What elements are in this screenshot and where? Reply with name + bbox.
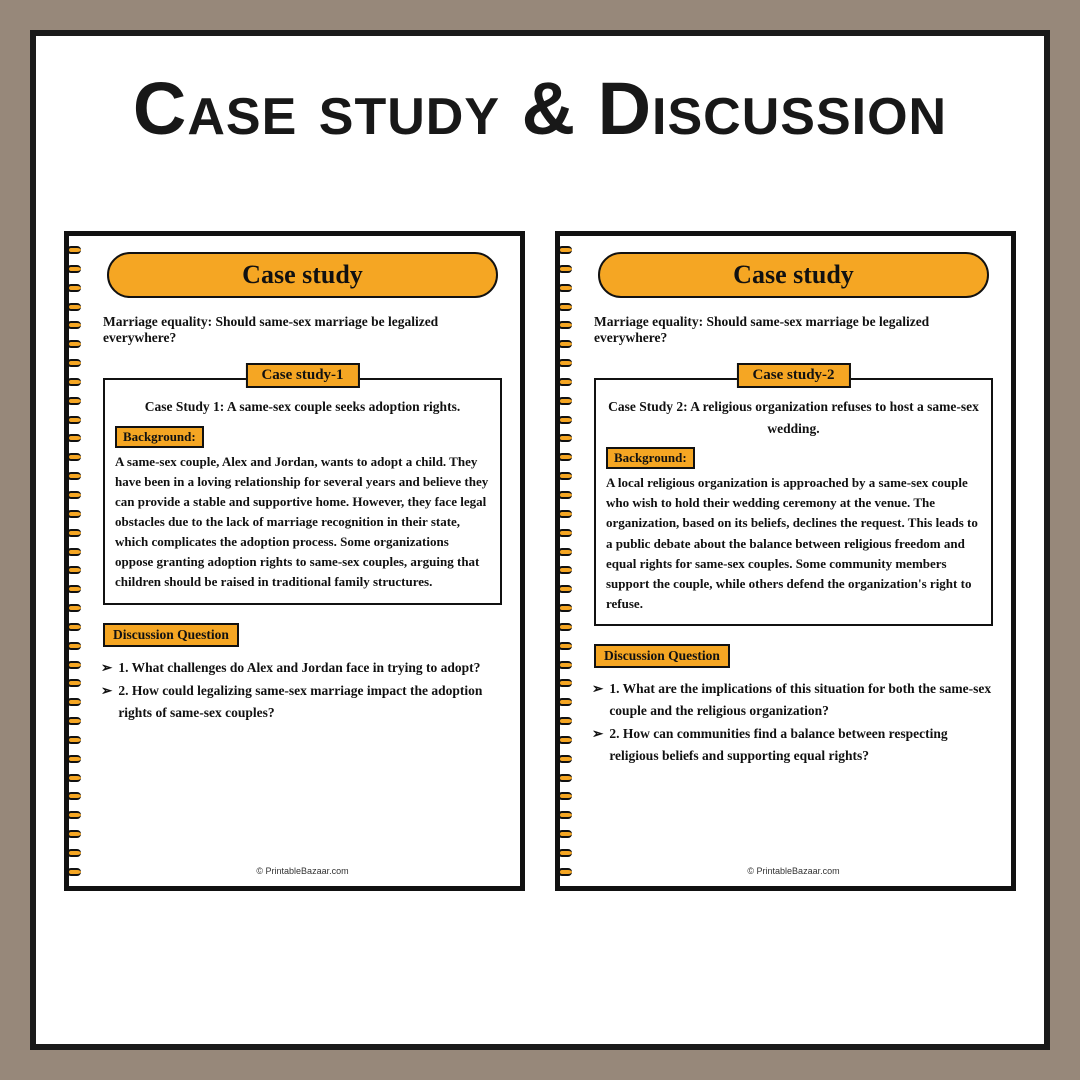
worksheet-page-2: Case study Marriage equality: Should sam… [555, 231, 1016, 891]
case-title: Case Study 1: A same-sex couple seeks ad… [115, 396, 490, 418]
background-label: Background: [606, 447, 695, 469]
page-title-pill: Case study [598, 252, 989, 298]
background-text: A same-sex couple, Alex and Jordan, want… [115, 452, 490, 593]
page-subtitle: Marriage equality: Should same-sex marri… [103, 314, 502, 346]
page-footer: © PrintableBazaar.com [99, 866, 506, 876]
bullet-arrow-icon: ➢ [101, 657, 112, 679]
list-item: ➢2. How can communities find a balance b… [592, 723, 993, 766]
list-item: ➢ 1. What challenges do Alex and Jordan f… [101, 657, 502, 679]
case-tab: Case study-2 [736, 363, 850, 388]
case-box: Case study-1 Case Study 1: A same-sex co… [103, 378, 502, 605]
question-text: 1. What challenges do Alex and Jordan fa… [118, 657, 480, 679]
spiral-binding [558, 246, 580, 876]
bullet-arrow-icon: ➢ [101, 680, 112, 723]
question-list: ➢ 1. What challenges do Alex and Jordan f… [99, 657, 506, 726]
discussion-question-label: Discussion Question [103, 623, 239, 647]
page-footer: © PrintableBazaar.com [590, 866, 997, 876]
case-tab: Case study-1 [245, 363, 359, 388]
pages-row: Case study Marriage equality: Should sam… [64, 231, 1016, 891]
discussion-question-label: Discussion Question [594, 644, 730, 668]
list-item: ➢2. How could legalizing same-sex marria… [101, 680, 502, 723]
outer-frame: Case study & Discussion Case study Marri… [30, 30, 1050, 1050]
background-text: A local religious organization is approa… [606, 473, 981, 614]
worksheet-page-1: Case study Marriage equality: Should sam… [64, 231, 525, 891]
case-box: Case study-2 Case Study 2: A religious o… [594, 378, 993, 626]
bullet-arrow-icon: ➢ [592, 678, 603, 721]
main-title: Case study & Discussion [64, 66, 1016, 151]
case-title: Case Study 2: A religious organization r… [606, 396, 981, 439]
question-list: ➢1. What are the implications of this si… [590, 678, 997, 768]
background-label: Background: [115, 426, 204, 448]
spiral-binding [67, 246, 89, 876]
question-text: 2. How could legalizing same-sex marriag… [118, 680, 502, 723]
bullet-arrow-icon: ➢ [592, 723, 603, 766]
question-text: 2. How can communities find a balance be… [609, 723, 993, 766]
list-item: ➢1. What are the implications of this si… [592, 678, 993, 721]
question-text: 1. What are the implications of this sit… [609, 678, 993, 721]
page-subtitle: Marriage equality: Should same-sex marri… [594, 314, 993, 346]
page-title-pill: Case study [107, 252, 498, 298]
